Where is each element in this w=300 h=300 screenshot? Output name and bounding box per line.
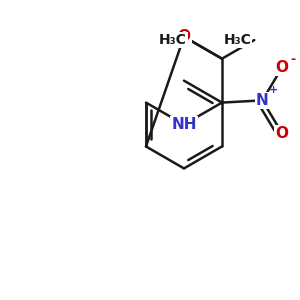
Text: NH: NH xyxy=(171,117,197,132)
Text: H₃C: H₃C xyxy=(224,33,251,47)
Text: -: - xyxy=(291,53,296,66)
Text: O: O xyxy=(276,126,289,141)
Text: H₃C: H₃C xyxy=(159,33,187,47)
Text: N: N xyxy=(256,93,269,108)
Text: O: O xyxy=(178,29,190,44)
Text: O: O xyxy=(276,60,289,75)
Text: +: + xyxy=(268,85,278,94)
